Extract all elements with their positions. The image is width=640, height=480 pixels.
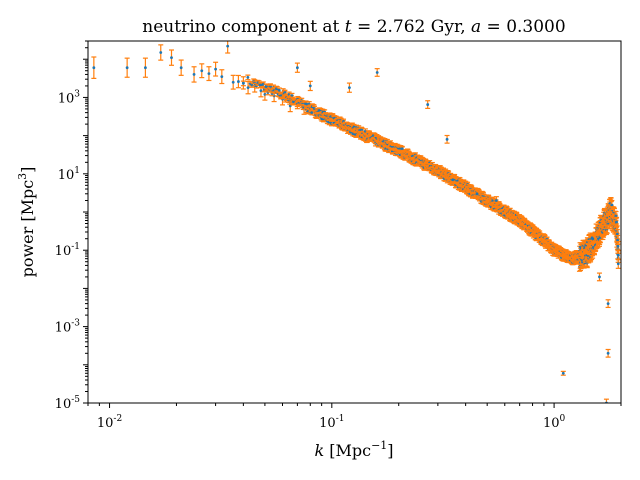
data-point bbox=[310, 111, 314, 114]
data-point bbox=[92, 66, 96, 70]
data-point bbox=[400, 147, 404, 151]
data-point bbox=[237, 80, 240, 83]
data-point bbox=[283, 91, 287, 94]
data-point bbox=[207, 72, 211, 76]
data-point-low-k bbox=[158, 44, 164, 61]
data-point bbox=[179, 66, 183, 70]
data-point bbox=[214, 67, 217, 71]
data-point bbox=[144, 66, 147, 70]
data-point bbox=[226, 44, 230, 48]
data-point bbox=[290, 94, 294, 98]
data-point-low-k bbox=[199, 63, 205, 79]
data-point bbox=[259, 89, 263, 93]
data-point-band bbox=[240, 80, 246, 87]
data-point bbox=[170, 56, 173, 60]
data-point-low-k bbox=[178, 59, 184, 76]
data-point-low-k bbox=[235, 74, 241, 89]
data-point-low-k bbox=[219, 69, 225, 85]
data-point-low-k bbox=[230, 74, 236, 90]
data-point bbox=[192, 73, 196, 76]
data-point bbox=[220, 75, 224, 79]
data-point-low-k bbox=[124, 57, 130, 78]
plot-area bbox=[91, 41, 621, 403]
data-point-band bbox=[245, 74, 251, 81]
data-point-low-k bbox=[142, 57, 148, 78]
data-point bbox=[246, 86, 250, 90]
data-point-low-k bbox=[213, 61, 219, 77]
data-point bbox=[159, 51, 163, 54]
data-point bbox=[277, 88, 281, 92]
data-point-low-k bbox=[91, 56, 97, 79]
data-point-low-k bbox=[191, 66, 197, 83]
data-point-low-k bbox=[206, 66, 212, 82]
data-point bbox=[125, 66, 129, 70]
data-point bbox=[231, 80, 235, 84]
data-points-group bbox=[91, 41, 621, 403]
data-point bbox=[246, 76, 250, 79]
data-point-low-k bbox=[169, 49, 175, 66]
data-point bbox=[200, 69, 204, 73]
data-point-low-k bbox=[225, 41, 231, 54]
chart-title: neutrino component at t = 2.762 Gyr, a =… bbox=[142, 17, 565, 37]
data-point bbox=[241, 81, 245, 85]
